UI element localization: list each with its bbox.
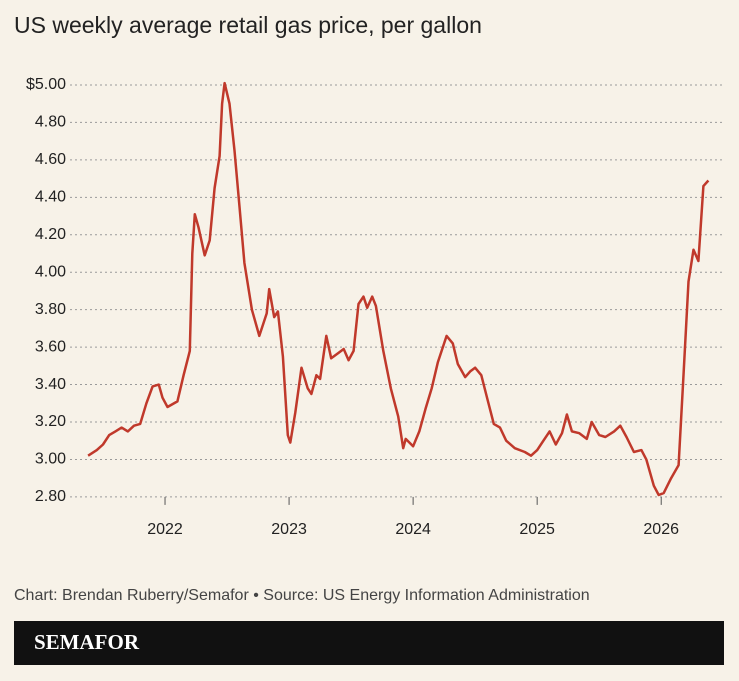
x-tick-label: 2026 [643, 521, 679, 538]
y-tick-label: $5.00 [26, 76, 66, 93]
y-tick-label: 4.80 [35, 114, 66, 131]
y-tick-label: 3.60 [35, 338, 66, 355]
y-tick-label: 4.40 [35, 189, 66, 206]
price-line [87, 81, 710, 497]
x-tick-label: 2023 [271, 521, 307, 538]
brand-bar [14, 621, 724, 665]
y-tick-label: 4.60 [35, 151, 66, 168]
x-tick-label: 2024 [395, 521, 431, 538]
y-tick-label: 2.80 [35, 488, 66, 505]
credit: Chart: Brendan Ruberry/Semafor • Source:… [14, 587, 590, 604]
y-tick-label: 4.20 [35, 226, 66, 243]
y-tick-label: 3.80 [35, 301, 66, 318]
brand: SEMAFOR [34, 630, 140, 654]
y-tick-label: 4.00 [35, 263, 66, 280]
x-tick-label: 2025 [519, 521, 555, 538]
x-tick-label: 2022 [147, 521, 183, 538]
y-tick-label: 3.40 [35, 376, 66, 393]
y-tick-label: 3.00 [35, 451, 66, 468]
chart-title: US weekly average retail gas price, per … [14, 12, 482, 38]
y-tick-label: 3.20 [35, 413, 66, 430]
